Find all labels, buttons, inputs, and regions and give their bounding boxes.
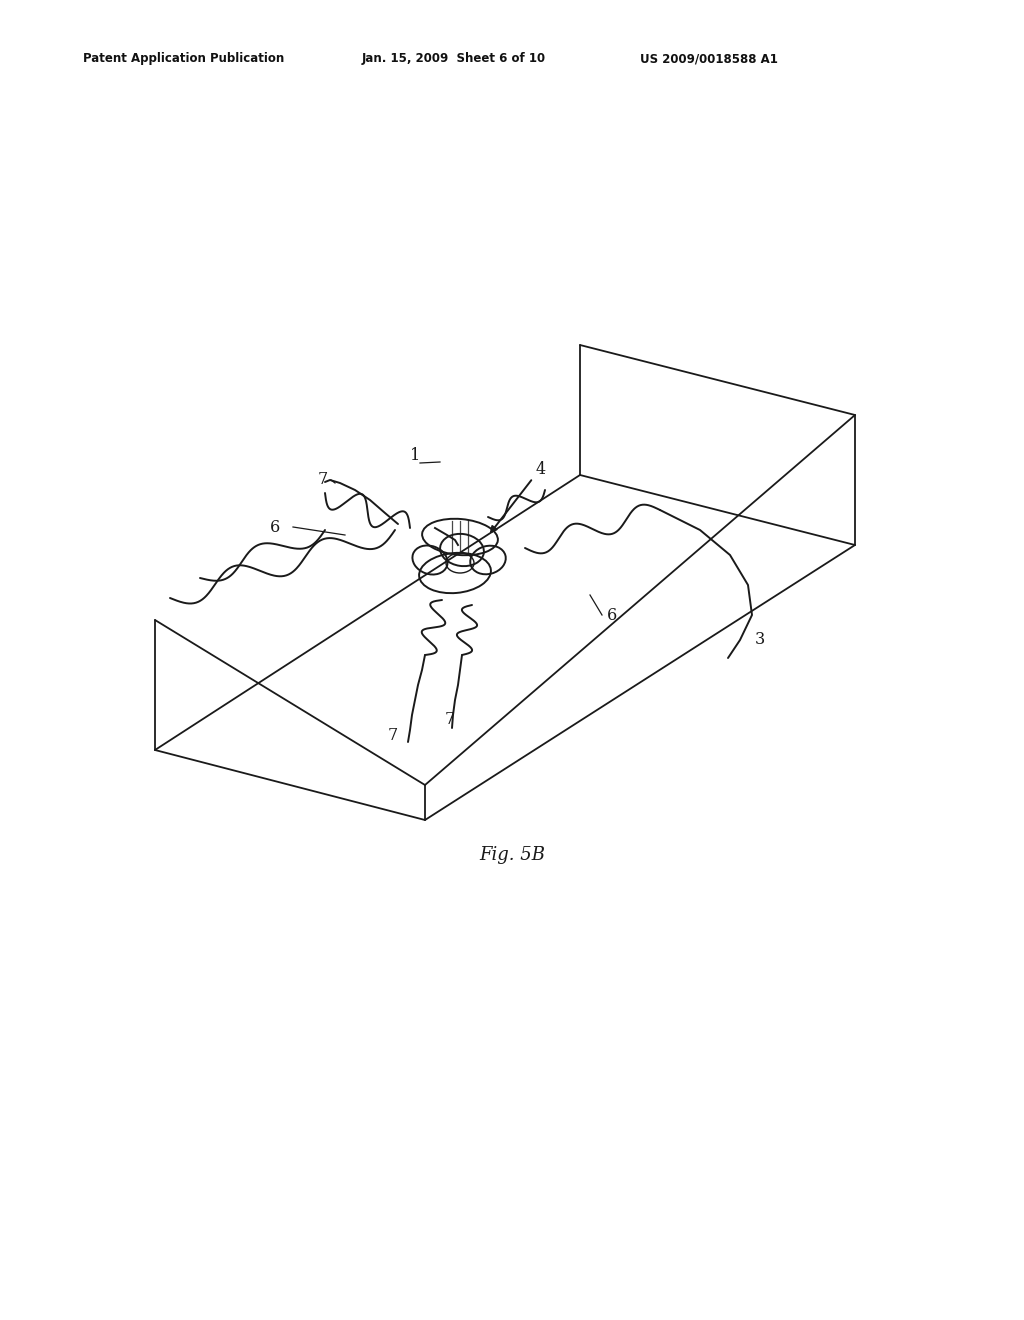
Text: 7: 7 xyxy=(444,711,455,729)
Text: 1: 1 xyxy=(410,446,420,463)
Text: 6: 6 xyxy=(270,519,281,536)
Text: 6: 6 xyxy=(607,606,617,623)
Text: 3: 3 xyxy=(755,631,765,648)
Text: US 2009/0018588 A1: US 2009/0018588 A1 xyxy=(640,51,778,65)
Text: 7: 7 xyxy=(388,726,398,743)
Text: 7: 7 xyxy=(317,471,328,488)
Text: 4: 4 xyxy=(536,462,546,479)
Text: Patent Application Publication: Patent Application Publication xyxy=(83,51,285,65)
Text: Fig. 5B: Fig. 5B xyxy=(479,846,545,865)
Text: Jan. 15, 2009  Sheet 6 of 10: Jan. 15, 2009 Sheet 6 of 10 xyxy=(362,51,546,65)
